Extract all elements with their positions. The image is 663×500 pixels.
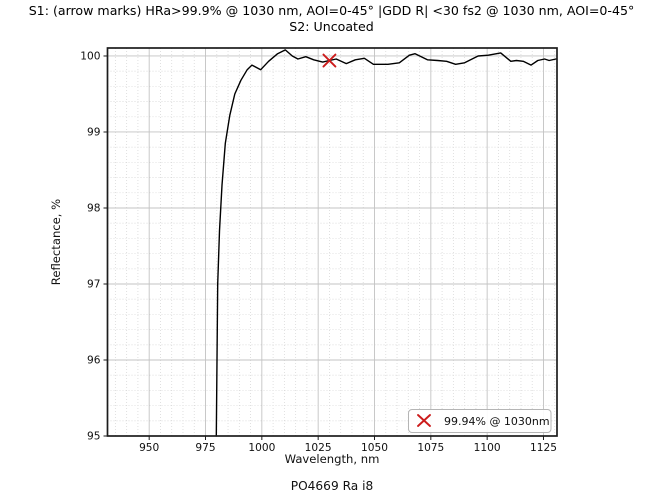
x-tick-label: 1000 xyxy=(248,442,275,454)
y-tick-labels: 95 96 97 98 99 100 xyxy=(80,51,100,443)
reflectance-curve xyxy=(215,49,557,437)
grid-major-lines xyxy=(107,48,557,437)
chart-caption: PO4669 Ra i8 xyxy=(291,479,374,493)
legend-x-marker-icon xyxy=(417,414,431,427)
x-tick-labels: 950 975 1000 1025 1050 1075 1100 1125 xyxy=(139,442,557,454)
x-tick-label: 950 xyxy=(139,442,159,454)
x-tick-label: 1125 xyxy=(530,442,557,454)
x-tick-label: 1050 xyxy=(361,442,388,454)
y-tick-label: 98 xyxy=(87,203,101,215)
y-axis-label: Reflectance, % xyxy=(49,199,63,285)
x-tick-label: 1100 xyxy=(474,442,501,454)
grid-minor-lines xyxy=(107,48,557,436)
y-tick-label: 96 xyxy=(87,355,101,367)
axes-frame xyxy=(106,47,558,437)
x-tick-label: 1025 xyxy=(305,442,332,454)
chart-title-line1: S1: (arrow marks) HRa>99.9% @ 1030 nm, A… xyxy=(28,3,635,18)
x-tick-label: 975 xyxy=(195,442,215,454)
data-point-x-marker-icon xyxy=(322,53,337,68)
y-tick-label: 99 xyxy=(87,127,100,139)
y-tick-label: 95 xyxy=(87,431,100,443)
chart-title: S1: (arrow marks) HRa>99.9% @ 1030 nm, A… xyxy=(0,3,663,34)
legend-label: 99.94% @ 1030nm xyxy=(444,415,550,428)
legend: 99.94% @ 1030nm xyxy=(408,409,552,433)
legend-box xyxy=(408,409,552,433)
axis-ticks xyxy=(103,55,544,440)
y-tick-label: 97 xyxy=(87,279,100,291)
chart-title-line2: S2: Uncoated xyxy=(289,18,374,34)
y-tick-label: 100 xyxy=(80,51,100,63)
x-tick-label: 1075 xyxy=(417,442,444,454)
x-axis-label: Wavelength, nm xyxy=(285,452,380,466)
